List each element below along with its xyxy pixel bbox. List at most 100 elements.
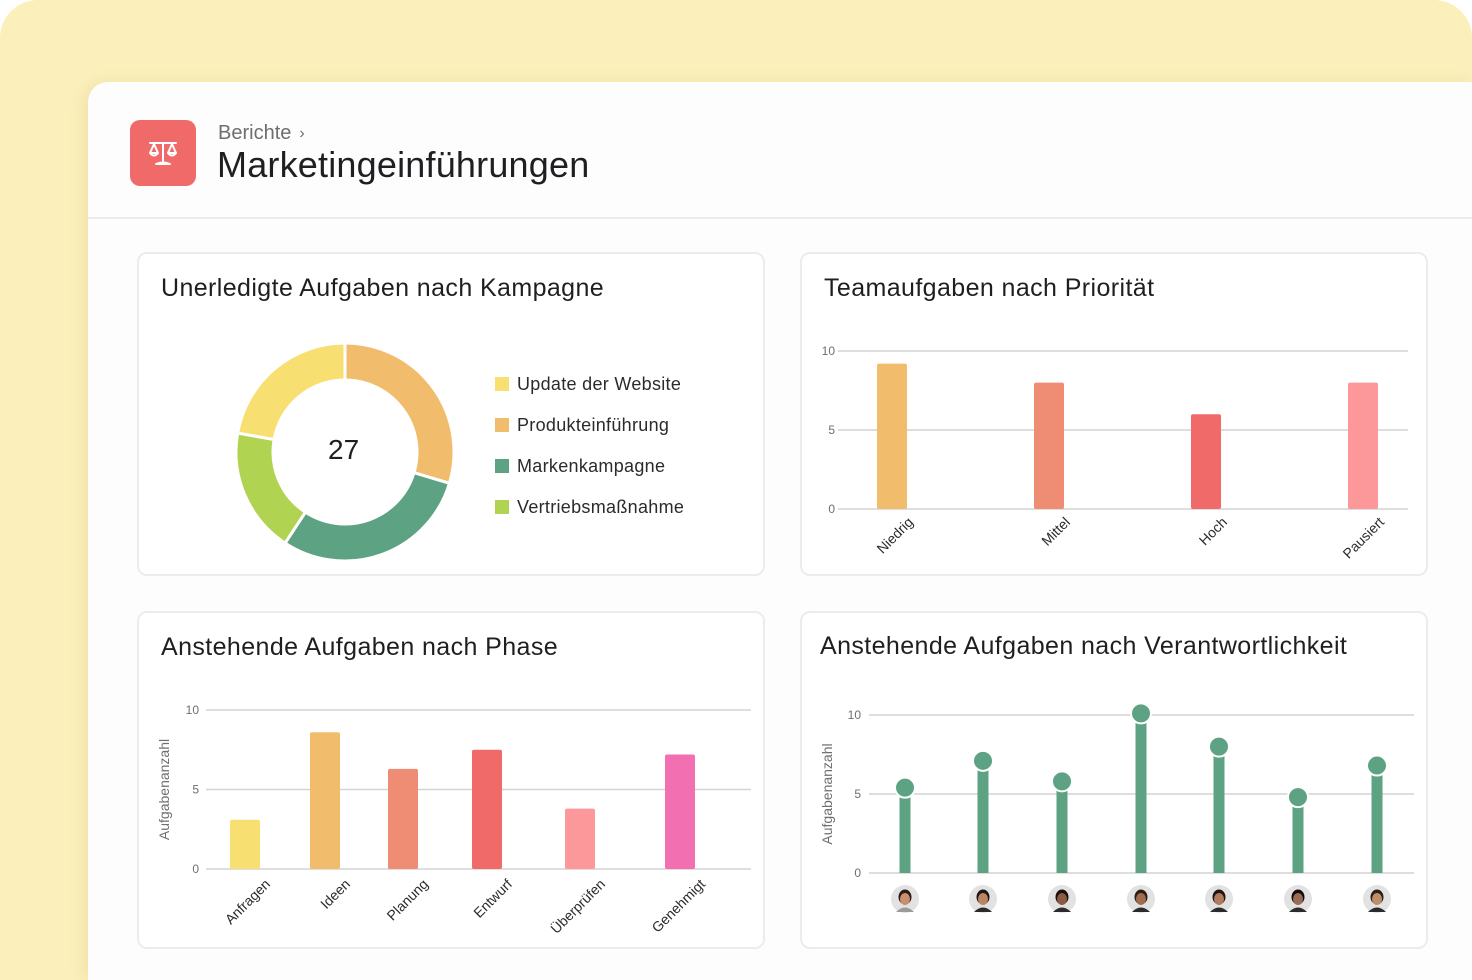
lollipop-dot[interactable] bbox=[1208, 735, 1230, 758]
x-tick-label: Anfragen bbox=[222, 876, 273, 927]
card-title: Anstehende Aufgaben nach Phase bbox=[161, 633, 559, 661]
lollipop-stem bbox=[977, 760, 989, 873]
x-tick-label: Mittel bbox=[1038, 514, 1073, 549]
avatar-face bbox=[900, 893, 910, 905]
donut-chart bbox=[234, 341, 456, 563]
donut-slice-produkteinführung[interactable] bbox=[343, 341, 456, 486]
legend-swatch bbox=[495, 377, 509, 391]
card-title: Teamaufgaben nach Priorität bbox=[824, 274, 1155, 302]
lollipop-stem bbox=[1056, 781, 1068, 873]
bar-entwurf[interactable] bbox=[472, 749, 502, 869]
legend-item[interactable]: Vertriebsmaßnahme bbox=[495, 497, 684, 538]
lollipop-stem bbox=[1371, 765, 1383, 873]
legend-label: Markenkampagne bbox=[517, 456, 666, 476]
x-tick-label: Hoch bbox=[1196, 514, 1230, 548]
avatar-shoulders bbox=[1210, 907, 1228, 912]
avatar-face bbox=[1136, 893, 1146, 905]
lollipop-chart: 0 5 10 Aufgabenanzahl bbox=[819, 702, 1414, 913]
avatar-face bbox=[1293, 893, 1303, 905]
bar-genehmigt[interactable] bbox=[665, 754, 695, 869]
breadcrumb-link-reports[interactable]: Berichte bbox=[218, 122, 292, 144]
avatar-face bbox=[1372, 893, 1382, 905]
donut-total-label: 27 bbox=[328, 434, 360, 465]
donut-slice-update-der-website[interactable] bbox=[235, 341, 347, 442]
legend-item[interactable]: Markenkampagne bbox=[495, 456, 684, 497]
avatar-shoulders bbox=[1132, 907, 1150, 912]
legend-item[interactable]: Produkteinführung bbox=[495, 415, 684, 456]
y-tick-label: 5 bbox=[192, 783, 199, 797]
avatar[interactable] bbox=[1205, 885, 1233, 913]
chart-legend: Update der Website Produkteinführung Marke… bbox=[495, 374, 684, 538]
avatar-shoulders bbox=[1053, 907, 1071, 912]
assignee-chart-card[interactable]: Anstehende Aufgaben nach Verantwortlichk… bbox=[800, 611, 1428, 949]
lollipop-stem bbox=[899, 787, 911, 873]
x-tick-label: Niedrig bbox=[873, 514, 916, 557]
y-tick-label: 5 bbox=[854, 787, 861, 801]
y-tick-label: 0 bbox=[192, 862, 199, 876]
lollipop-stem bbox=[1135, 713, 1147, 873]
legend-swatch bbox=[495, 418, 509, 432]
y-tick-label: 10 bbox=[186, 703, 200, 717]
y-tick-label: 10 bbox=[822, 344, 836, 358]
avatar-shoulders bbox=[1368, 907, 1386, 912]
lollipop-stem bbox=[1292, 797, 1304, 873]
page-header: Berichte › Marketingeinführungen bbox=[88, 82, 1472, 219]
avatar-face bbox=[978, 893, 988, 905]
lollipop-dot[interactable] bbox=[972, 749, 994, 772]
avatar[interactable] bbox=[969, 885, 997, 913]
priority-chart-card[interactable]: Teamaufgaben nach Priorität 0 5 10 Niedrig M… bbox=[800, 252, 1428, 576]
legend-swatch bbox=[495, 500, 509, 514]
bar-hoch[interactable] bbox=[1191, 414, 1221, 509]
lollipop-dot[interactable] bbox=[1130, 702, 1152, 725]
lollipop-dot[interactable] bbox=[1287, 786, 1309, 809]
campaign-chart-card[interactable]: Unerledigte Aufgaben nach Kampagne 27 Up… bbox=[137, 252, 765, 576]
avatar[interactable] bbox=[1284, 885, 1312, 913]
bar-überprüfen[interactable] bbox=[565, 808, 595, 869]
legend-label: Update der Website bbox=[517, 374, 682, 394]
bar-anfragen[interactable] bbox=[230, 819, 260, 869]
lollipop-dot[interactable] bbox=[894, 776, 916, 799]
x-tick-label: Genehmigt bbox=[648, 876, 708, 936]
chevron-right-icon: › bbox=[299, 124, 305, 142]
bar-niedrig[interactable] bbox=[877, 363, 907, 509]
lollipop-stem bbox=[1213, 746, 1225, 873]
avatar-face bbox=[1057, 893, 1067, 905]
bar-pausiert[interactable] bbox=[1348, 382, 1378, 509]
legend-swatch bbox=[495, 459, 509, 473]
x-tick-label: Ideen bbox=[317, 876, 353, 912]
report-panel: Berichte › Marketingeinführungen Unerled… bbox=[88, 82, 1472, 980]
card-title: Unerledigte Aufgaben nach Kampagne bbox=[161, 274, 605, 302]
x-tick-label: Planung bbox=[383, 876, 431, 924]
x-tick-label: Entwurf bbox=[470, 876, 515, 921]
y-tick-label: 5 bbox=[828, 423, 835, 437]
bar-ideen[interactable] bbox=[310, 732, 340, 869]
bar-chart: 0 5 10 Niedrig Mittel Hoch Pausiert bbox=[822, 344, 1408, 562]
avatar-shoulders bbox=[974, 907, 992, 912]
bar-mittel[interactable] bbox=[1034, 382, 1064, 509]
scales-icon bbox=[149, 142, 177, 165]
lollipop-dot[interactable] bbox=[1051, 770, 1073, 793]
y-axis-label: Aufgabenanzahl bbox=[819, 743, 835, 844]
y-tick-label: 0 bbox=[854, 866, 861, 880]
avatar[interactable] bbox=[1048, 885, 1076, 913]
x-tick-label: Überprüfen bbox=[547, 875, 609, 937]
card-title: Anstehende Aufgaben nach Verantwortlichk… bbox=[820, 632, 1348, 660]
avatar[interactable] bbox=[1363, 885, 1391, 913]
project-icon-tile bbox=[130, 120, 196, 186]
avatar[interactable] bbox=[1127, 885, 1155, 913]
donut-slice-vertriebsmaßnahme[interactable] bbox=[234, 431, 308, 546]
phase-chart-card[interactable]: Anstehende Aufgaben nach Phase 0 5 10 Aufga… bbox=[137, 611, 765, 949]
y-tick-label: 0 bbox=[828, 502, 835, 516]
y-tick-label: 10 bbox=[848, 708, 862, 722]
bar-chart: 0 5 10 Aufgabenanzahl Anfragen Ideen Planung En… bbox=[156, 703, 751, 937]
donut-slice-markenkampagne[interactable] bbox=[283, 470, 452, 563]
avatar-shoulders bbox=[1289, 907, 1307, 912]
legend-label: Vertriebsmaßnahme bbox=[517, 497, 685, 517]
legend-label: Produkteinführung bbox=[517, 415, 670, 435]
bar-planung[interactable] bbox=[388, 768, 418, 869]
x-tick-label: Pausiert bbox=[1339, 514, 1387, 562]
legend-item[interactable]: Update der Website bbox=[495, 374, 684, 415]
avatar[interactable] bbox=[891, 885, 919, 913]
page-title: Marketingeinführungen bbox=[217, 144, 590, 185]
lollipop-dot[interactable] bbox=[1366, 754, 1388, 777]
